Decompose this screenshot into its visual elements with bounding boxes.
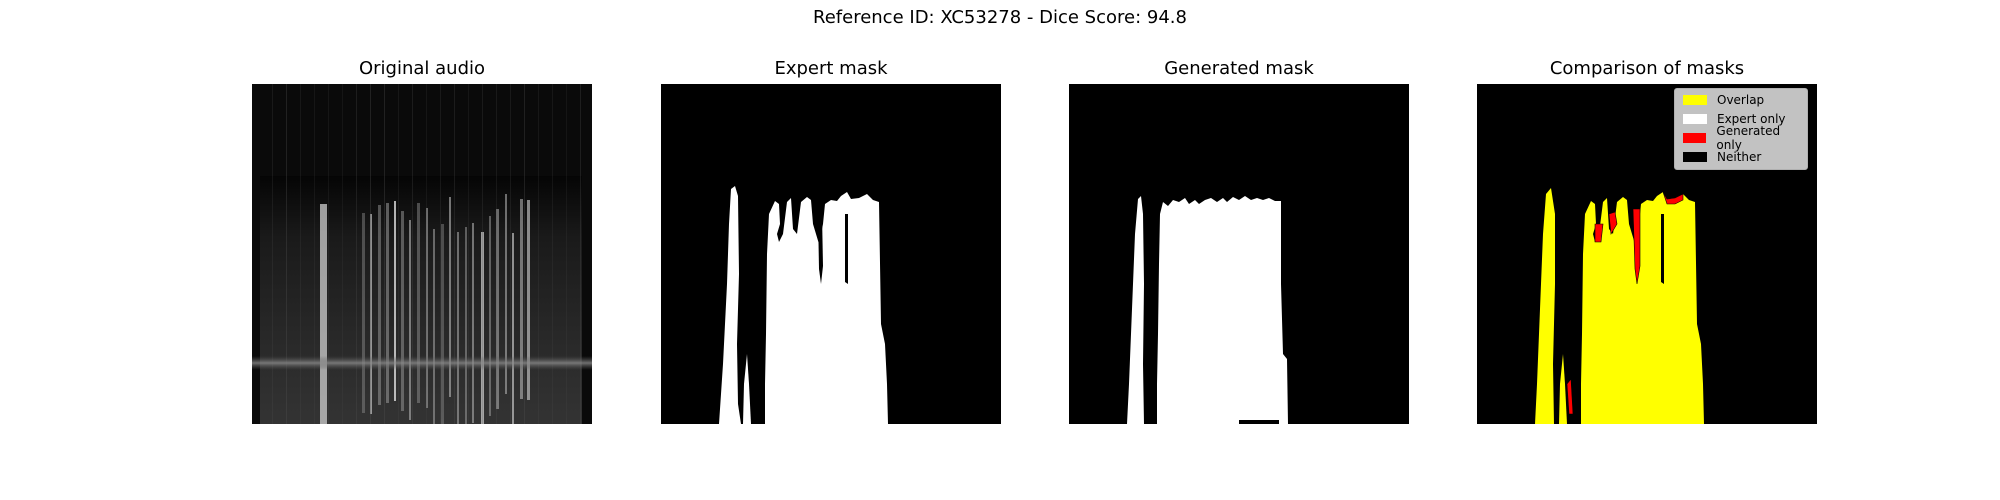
legend-swatch-generated-only (1683, 133, 1707, 143)
panel-title-expert-mask: Expert mask (774, 58, 888, 79)
legend-swatch-neither (1683, 152, 1707, 162)
legend: Overlap Expert only Generated only Neith… (1674, 88, 1808, 170)
panel-title-generated-mask: Generated mask (1164, 58, 1314, 79)
legend-label: Overlap (1717, 93, 1765, 107)
expert-mask-image (661, 84, 1001, 424)
figure-suptitle: Reference ID: XC53278 - Dice Score: 94.8 (813, 7, 1187, 28)
panel-title-original-audio: Original audio (358, 58, 486, 79)
legend-swatch-overlap (1683, 95, 1707, 105)
legend-item-overlap: Overlap (1683, 92, 1764, 108)
legend-item-expert-only: Expert only (1683, 111, 1786, 127)
legend-label: Generated only (1716, 124, 1781, 152)
panel-title-comparison-of-masks: Comparison of masks (1549, 58, 1745, 79)
legend-label: Expert only (1717, 112, 1786, 126)
legend-item-generated-only: Generated only (1683, 124, 1807, 152)
legend-label: Neither (1717, 150, 1762, 164)
legend-item-neither: Neither (1683, 149, 1761, 165)
legend-swatch-expert-only (1683, 114, 1707, 124)
generated-mask-image (1069, 84, 1409, 424)
spectrogram-image (252, 84, 592, 424)
